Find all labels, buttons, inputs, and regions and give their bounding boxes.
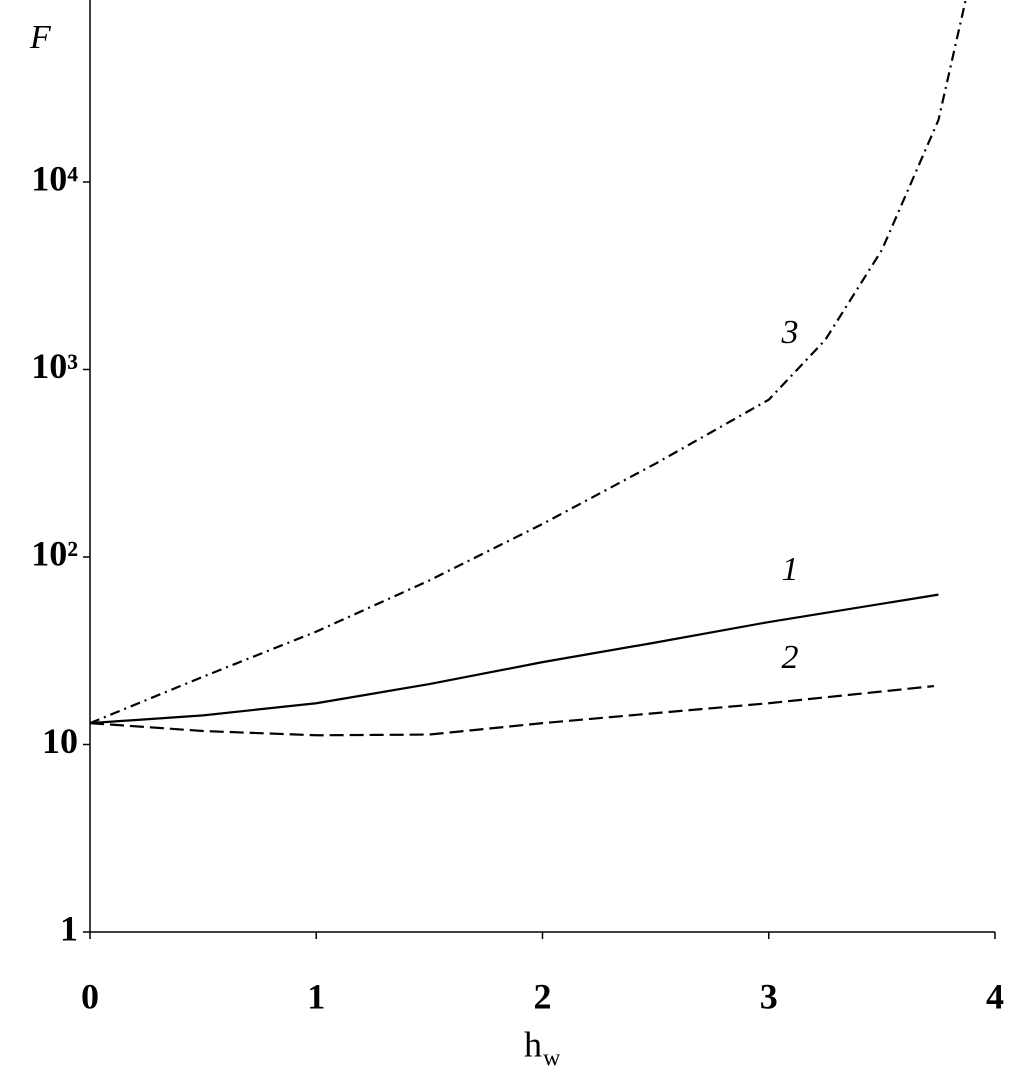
series-line <box>89 0 967 725</box>
series-line <box>89 593 939 725</box>
x-tick-label: 0 <box>81 976 99 1016</box>
y-tick-label: 1 <box>60 908 78 948</box>
y-tick-label: 10 <box>42 721 78 761</box>
x-tick-label: 1 <box>307 976 325 1016</box>
x-tick-label: 3 <box>760 976 778 1016</box>
series-label: 2 <box>782 639 799 676</box>
y-tick-label: 10⁴ <box>31 158 78 198</box>
series-label: 3 <box>781 314 799 351</box>
x-axis-label: h <box>524 1024 542 1064</box>
series-label: 1 <box>782 551 799 588</box>
x-tick-label: 2 <box>534 976 552 1016</box>
x-tick-label: 4 <box>986 976 1004 1016</box>
y-axis-label: F <box>29 19 52 56</box>
series-line <box>89 684 935 737</box>
y-tick-label: 10² <box>31 533 78 573</box>
y-tick-label: 10³ <box>31 346 78 386</box>
x-axis-label-subscript: w <box>543 1046 561 1072</box>
